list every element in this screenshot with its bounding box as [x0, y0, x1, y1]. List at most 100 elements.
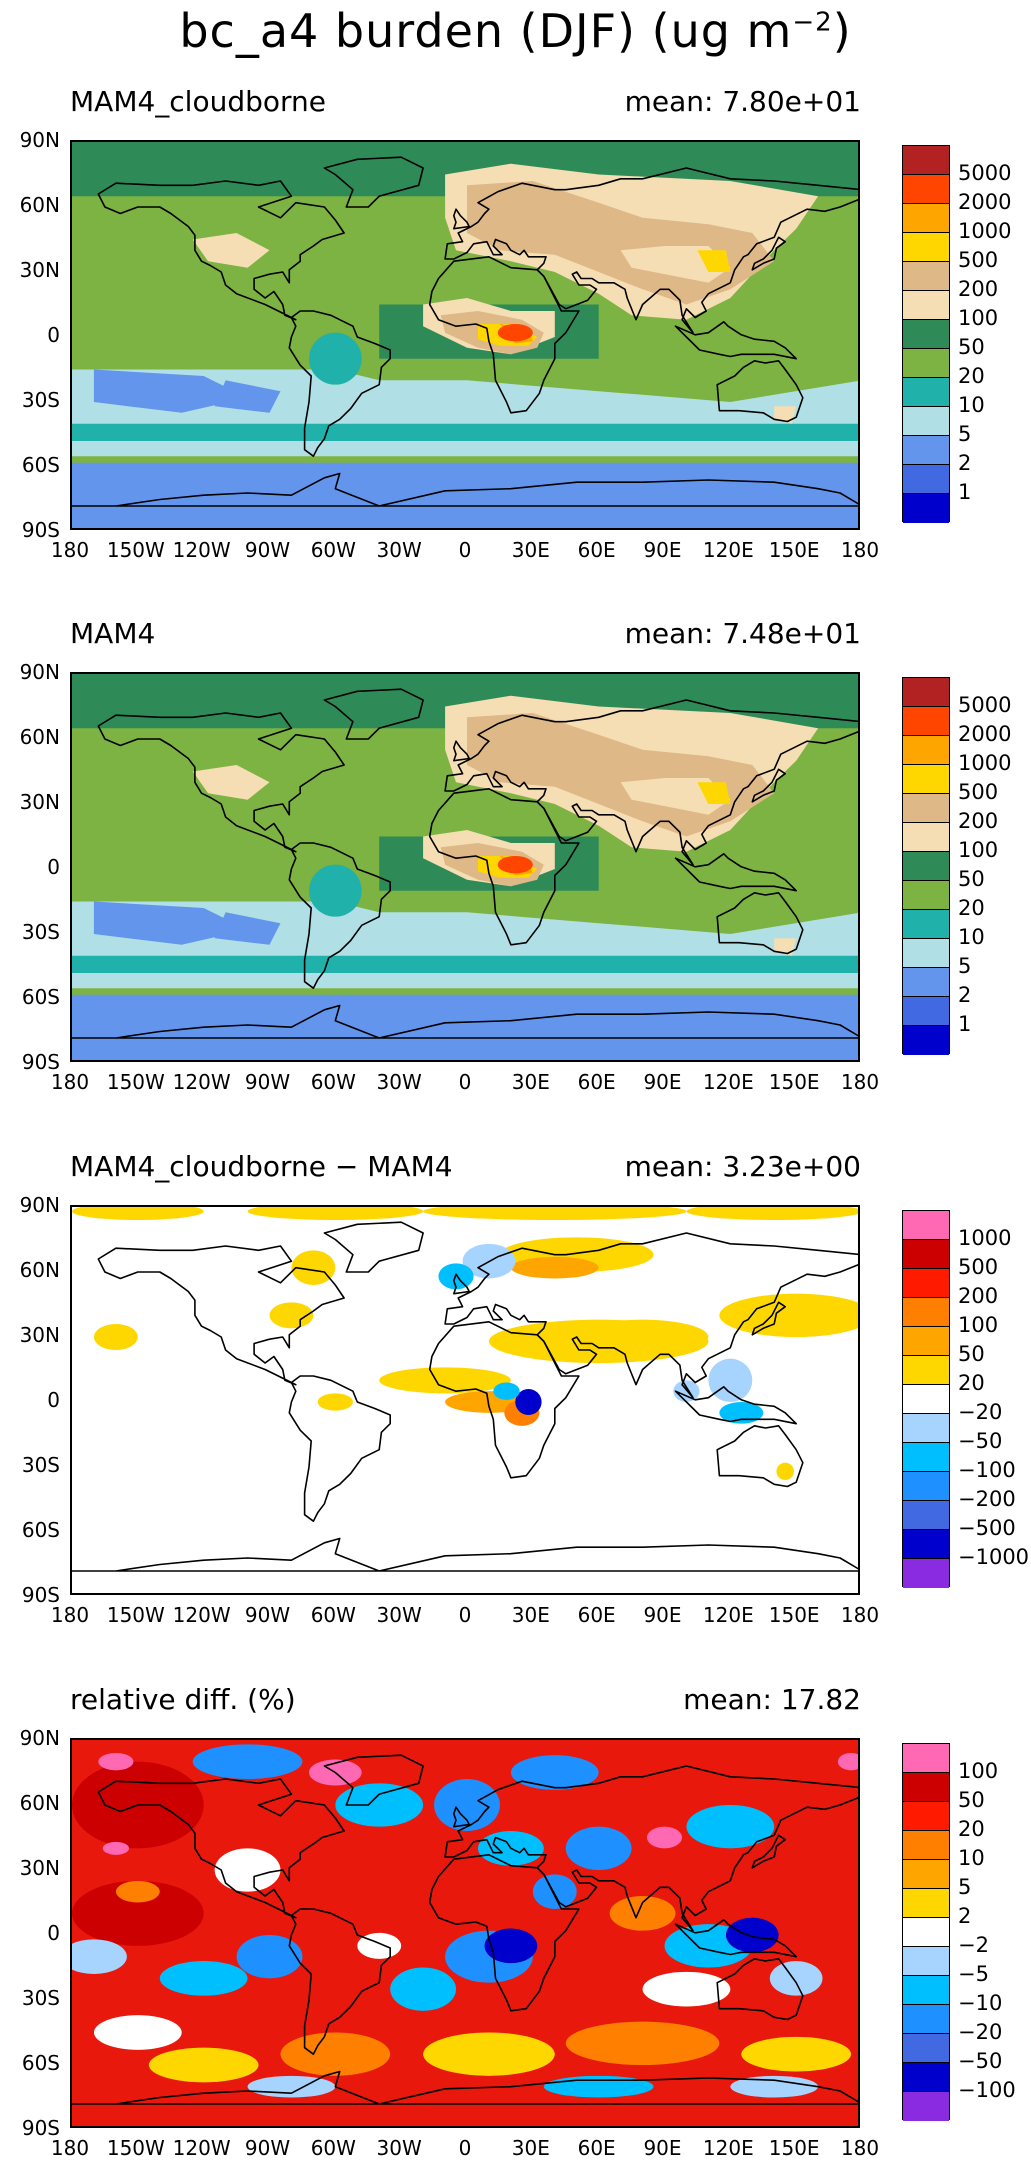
map-field-svg [72, 142, 858, 528]
colorbar-swatch [903, 436, 949, 465]
field-rel-20 [532, 1874, 577, 1909]
coastline-north-america [97, 1245, 345, 1386]
field-rel-7 [192, 1744, 303, 1779]
x-tick-label: 30W [376, 2136, 422, 2160]
figure-title-text: bc_a4 burden (DJF) (ug m [179, 4, 793, 58]
x-tick-label: 120E [702, 2136, 754, 2160]
x-tick-label: 180 [50, 1070, 90, 1094]
colorbar-swatch [903, 1443, 949, 1472]
colorbar-label: 10 [958, 393, 985, 417]
figure-title-exponent: −2 [792, 7, 833, 38]
colorbar-swatch [903, 1918, 949, 1947]
colorbar-label: 200 [958, 277, 999, 301]
x-tick-label: 60E [577, 1070, 616, 1094]
coastlines [72, 1221, 858, 1572]
field-mid-ocean-band [72, 423, 858, 441]
coastlines [72, 688, 858, 1039]
y-tick-label: 90S [21, 1583, 60, 1607]
coastline-greenland [323, 1221, 424, 1273]
x-tick-label: 150W [106, 538, 165, 562]
colorbar-swatch [903, 1860, 949, 1889]
colorbar-swatch [903, 349, 949, 378]
coastline-uk [452, 1273, 471, 1295]
colorbar-swatch [903, 881, 949, 910]
field-rel-1 [72, 1880, 204, 1946]
field-rel-32 [730, 2075, 819, 2098]
field-anomaly-20 [493, 1382, 520, 1400]
colorbar-swatch [903, 465, 949, 494]
colorbar-swatch [903, 1356, 949, 1385]
panel-title: relative diff. (%) [70, 1683, 296, 1716]
colorbar-label: 100 [958, 306, 999, 330]
colorbar-swatch [903, 407, 949, 436]
x-tick-label: 90W [244, 538, 291, 562]
field-rel-15 [159, 1961, 248, 1996]
coastlines [72, 1754, 858, 2105]
colorbar-swatch [903, 1298, 949, 1327]
field-rel-36 [115, 1880, 160, 1903]
y-tick-label: 0 [47, 1388, 60, 1412]
field-namer-1 [192, 765, 270, 800]
field-rel-2 [98, 1753, 134, 1771]
field-anomaly-3 [686, 1207, 858, 1220]
x-tick-label: 30E [511, 1070, 550, 1094]
field-samer-1 [309, 332, 362, 385]
coastlines [72, 156, 858, 507]
colorbar-swatch [903, 1976, 949, 2005]
x-tick-label: 0 [458, 538, 472, 562]
x-tick-label: 120E [702, 1070, 754, 1094]
colorbar-swatch [903, 2034, 949, 2063]
colorbar-swatch [903, 320, 949, 349]
colorbar-label: −100 [958, 1458, 1016, 1482]
panel-title: MAM4_cloudborne [70, 85, 327, 118]
panel-title: MAM4_cloudborne − MAM4 [70, 1150, 453, 1183]
field-rel-27 [565, 2021, 720, 2065]
colorbar-swatch [903, 1240, 949, 1269]
colorbar-swatch [903, 291, 949, 320]
coastline-africa [428, 256, 580, 414]
field-rel-14 [72, 1939, 127, 1974]
x-tick-label: 120E [702, 1603, 754, 1627]
x-tick-label: 150E [768, 1603, 820, 1627]
x-tick-label: 30W [376, 538, 422, 562]
colorbar-swatch [903, 1385, 949, 1414]
field-rel-23 [769, 1961, 823, 1996]
coastline-north-america [97, 180, 345, 321]
coastline-antarctica [72, 472, 858, 507]
colorbar-swatch [903, 707, 949, 736]
field-hotspot [497, 856, 533, 874]
colorbar-label: 1 [958, 480, 972, 504]
colorbar-swatch [903, 2005, 949, 2034]
field-anomaly-4 [291, 1250, 336, 1285]
y-tick-label: 90S [21, 2116, 60, 2140]
colorbar-swatch [903, 939, 949, 968]
colorbar-label: 5000 [958, 161, 1012, 185]
colorbar-label: 5 [958, 422, 972, 446]
coastline-japan [751, 1834, 787, 1869]
colorbar-label: 500 [958, 780, 999, 804]
field-anomaly-12 [379, 1367, 511, 1394]
field-rel-16 [236, 1935, 303, 1979]
coastline-south-america [288, 1375, 392, 1523]
field-rel-10 [510, 1755, 599, 1790]
coastline-south-america [288, 310, 392, 458]
colorbar-label: −1000 [958, 1545, 1030, 1569]
x-tick-label: 0 [458, 2136, 472, 2160]
colorbar-swatch [903, 1831, 949, 1860]
colorbar-label: 100 [958, 838, 999, 862]
x-tick-label: 120W [172, 1603, 231, 1627]
x-tick-label: 180 [840, 1603, 880, 1627]
colorbar-swatch [903, 146, 949, 175]
x-tick-label: 60E [577, 2136, 616, 2160]
y-tick-label: 30S [21, 920, 60, 944]
field-namer-1 [192, 233, 270, 268]
panel-title: MAM4 [70, 617, 156, 650]
colorbar-label: 50 [958, 1342, 985, 1366]
y-tick-label: 90N [19, 128, 60, 152]
map-plot [70, 1205, 860, 1595]
y-tick-label: 60S [21, 985, 60, 1009]
colorbar-label: 200 [958, 809, 999, 833]
colorbar-label: 1000 [958, 751, 1012, 775]
colorbar [902, 145, 950, 523]
colorbar-swatch [903, 1472, 949, 1501]
